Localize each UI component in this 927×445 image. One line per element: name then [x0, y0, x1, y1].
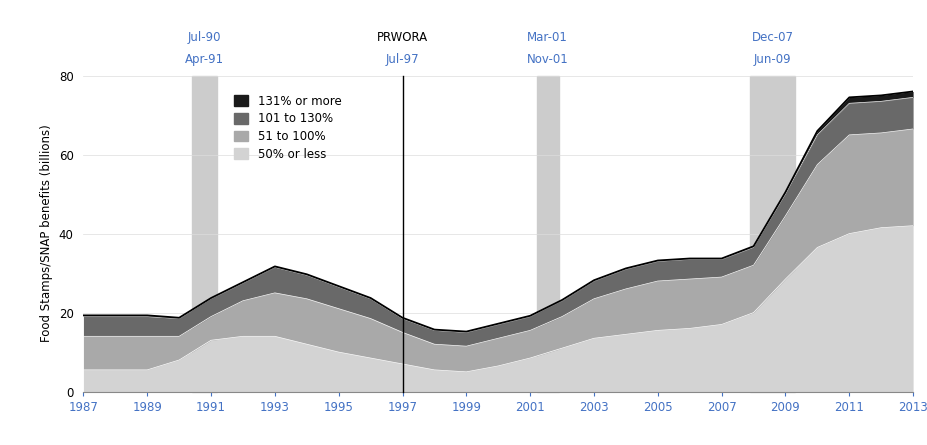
- Text: PRWORA: PRWORA: [377, 31, 428, 44]
- Text: Jul-90: Jul-90: [188, 31, 222, 44]
- Y-axis label: Food Stamps/SNAP benefits (billions): Food Stamps/SNAP benefits (billions): [40, 125, 53, 343]
- Text: Jul-97: Jul-97: [386, 53, 419, 66]
- Text: Dec-07: Dec-07: [752, 31, 794, 44]
- Text: Apr-91: Apr-91: [185, 53, 224, 66]
- Text: Nov-01: Nov-01: [527, 53, 568, 66]
- Bar: [750, 76, 795, 392]
- Text: Mar-01: Mar-01: [527, 31, 568, 44]
- Text: Jun-09: Jun-09: [754, 53, 792, 66]
- Legend: 131% or more, 101 to 130%, 51 to 100%, 50% or less: 131% or more, 101 to 130%, 51 to 100%, 5…: [231, 91, 345, 164]
- Bar: [537, 76, 559, 392]
- Bar: [192, 76, 218, 392]
